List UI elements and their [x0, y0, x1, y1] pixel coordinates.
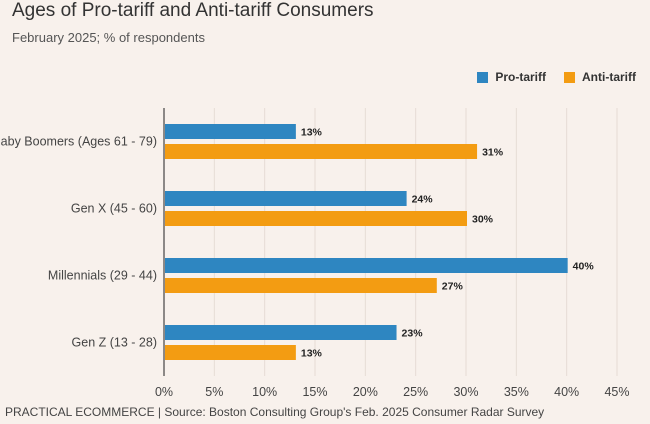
category-label-baby-boomers-ages-61-79: Baby Boomers (Ages 61 - 79)	[0, 135, 157, 149]
bar-pro-tariff-gen-z-13-28	[165, 325, 397, 340]
chart-legend: Pro-tariff Anti-tariff	[459, 70, 636, 84]
data-label-pro-tariff-gen-z-13-28: 23%	[402, 328, 424, 340]
x-tick-label-15: 15%	[302, 385, 327, 399]
x-tick-label-20: 20%	[353, 385, 378, 399]
legend-swatch-anti-tariff	[564, 71, 575, 83]
data-label-anti-tariff-gen-x-45-60: 30%	[472, 214, 494, 226]
data-label-anti-tariff-baby-boomers-ages-61-79: 31%	[482, 147, 504, 159]
data-label-anti-tariff-millennials-29-44: 27%	[442, 281, 464, 293]
x-tick-label-30: 30%	[453, 385, 478, 399]
bar-anti-tariff-gen-z-13-28	[165, 345, 296, 360]
x-tick-label-45: 45%	[604, 385, 629, 399]
bar-anti-tariff-baby-boomers-ages-61-79	[165, 144, 478, 159]
legend-item-pro-tariff: Pro-tariff	[477, 70, 546, 84]
legend-label-pro-tariff: Pro-tariff	[495, 70, 546, 84]
chart-title: Ages of Pro-tariff and Anti-tariff Consu…	[12, 0, 374, 21]
category-label-millennials-29-44: Millennials (29 - 44)	[48, 269, 157, 283]
data-label-pro-tariff-millennials-29-44: 40%	[573, 261, 595, 273]
legend-item-anti-tariff: Anti-tariff	[564, 70, 636, 84]
bar-pro-tariff-millennials-29-44	[165, 258, 568, 273]
bar-anti-tariff-millennials-29-44	[165, 278, 437, 293]
x-tick-label-25: 25%	[403, 385, 428, 399]
category-label-gen-z-13-28: Gen Z (13 - 28)	[72, 336, 157, 350]
x-tick-label-35: 35%	[504, 385, 529, 399]
chart-subtitle: February 2025; % of respondents	[12, 30, 205, 45]
data-label-anti-tariff-gen-z-13-28: 13%	[301, 348, 323, 360]
legend-label-anti-tariff: Anti-tariff	[582, 70, 636, 84]
data-label-pro-tariff-baby-boomers-ages-61-79: 13%	[301, 127, 323, 139]
x-tick-label-10: 10%	[252, 385, 277, 399]
bar-anti-tariff-gen-x-45-60	[165, 211, 467, 226]
bar-pro-tariff-baby-boomers-ages-61-79	[165, 124, 296, 139]
legend-swatch-pro-tariff	[477, 71, 489, 83]
x-tick-label-0: 0%	[155, 385, 173, 399]
x-tick-label-5: 5%	[205, 385, 223, 399]
bar-pro-tariff-gen-x-45-60	[165, 191, 407, 206]
data-label-pro-tariff-gen-x-45-60: 24%	[412, 194, 434, 206]
x-tick-label-40: 40%	[554, 385, 579, 399]
category-label-gen-x-45-60: Gen X (45 - 60)	[71, 202, 157, 216]
source-footer: PRACTICAL ECOMMERCE | Source: Boston Con…	[5, 405, 545, 419]
